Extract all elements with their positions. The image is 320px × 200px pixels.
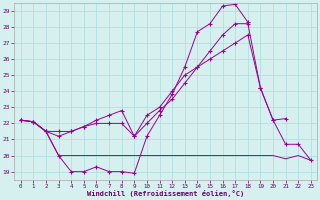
- X-axis label: Windchill (Refroidissement éolien,°C): Windchill (Refroidissement éolien,°C): [87, 190, 244, 197]
